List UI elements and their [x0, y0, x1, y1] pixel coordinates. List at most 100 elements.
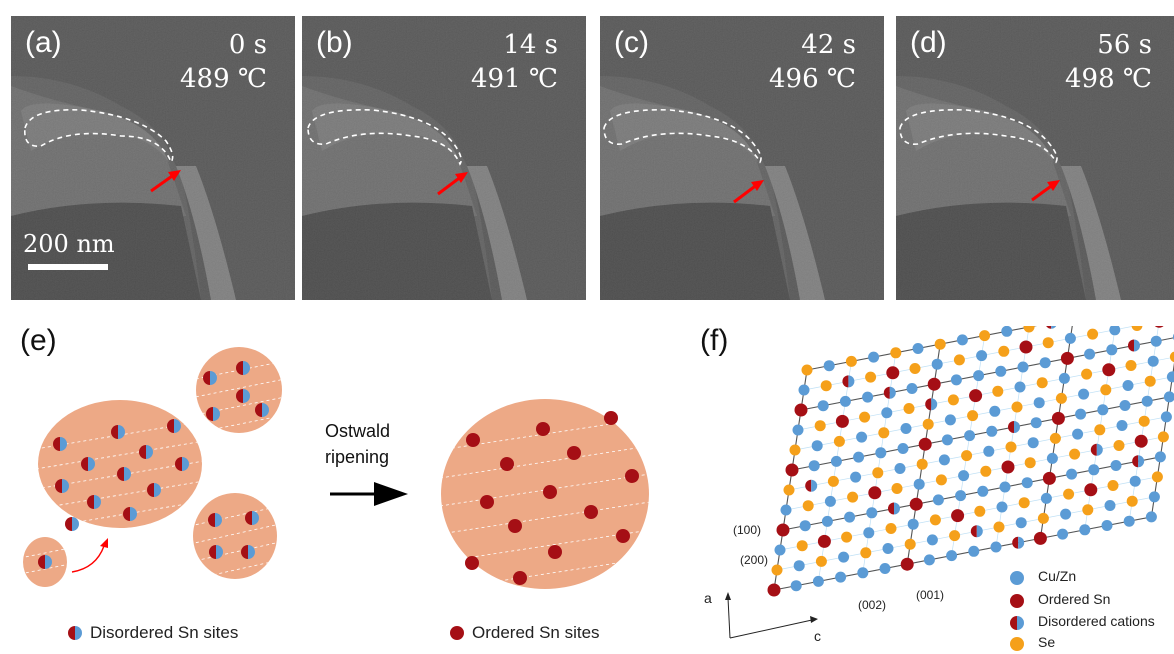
- cu-zn-atom: [830, 455, 842, 467]
- ordered-sn-atom: [900, 557, 914, 571]
- disordered-cation-atom: [1090, 443, 1103, 456]
- cu-zn-atom: [881, 407, 893, 419]
- ordered-sn-atom: [835, 414, 849, 428]
- disordered-cation-icon: [1010, 616, 1024, 630]
- cu-zn-atom: [853, 451, 865, 463]
- se-atom: [1100, 384, 1112, 396]
- cu-zn-atom: [897, 443, 909, 454]
- time-temp-readout: 0 s 489 ℃: [180, 28, 267, 96]
- tem-micrograph: [302, 16, 586, 300]
- cu-zn-atom: [780, 504, 792, 516]
- cu-zn-atom: [1141, 395, 1153, 407]
- cu-zn-atom: [835, 571, 847, 583]
- cu-zn-atom: [999, 481, 1011, 493]
- se-atom: [1055, 392, 1067, 404]
- se-atom: [904, 538, 916, 550]
- cu-zn-atom: [856, 431, 868, 443]
- time-temp-readout: 56 s 498 ℃: [1065, 28, 1152, 96]
- panel-e-label: (e): [20, 324, 57, 357]
- cu-zn-atom: [1106, 344, 1118, 356]
- cu-zn-atom: [1088, 464, 1100, 476]
- ordered-sn-atom: [918, 437, 932, 451]
- cu-zn-atom: [913, 478, 925, 490]
- cu-zn-atom: [1163, 391, 1174, 403]
- se-atom: [845, 355, 857, 367]
- cu-zn-atom: [1040, 492, 1052, 504]
- cu-zn-atom: [1021, 477, 1033, 489]
- cu-zn-atom: [1160, 411, 1172, 423]
- cu-zn-atom: [799, 520, 811, 532]
- cu-zn-atom: [823, 360, 835, 372]
- cu-zn-atom: [817, 400, 829, 412]
- disordered-cation-atom: [925, 398, 938, 411]
- cu-zn-atom: [774, 544, 786, 556]
- se-atom: [1087, 328, 1099, 340]
- ordered-sn-atom: [767, 583, 781, 597]
- cu-zn-atom: [811, 440, 823, 452]
- ordered-sn-atom: [886, 366, 900, 380]
- cu-zn-atom: [1027, 437, 1039, 449]
- cu-zn-atom: [996, 501, 1008, 513]
- se-atom: [1138, 415, 1150, 427]
- disordered-cation-atom: [1132, 455, 1145, 468]
- ordered-sn-atom: [1154, 326, 1164, 328]
- se-atom: [992, 385, 1004, 397]
- disordered-cation-atom: [842, 375, 855, 388]
- cu-zn-atom: [983, 445, 995, 457]
- se-atom: [916, 458, 928, 470]
- se-atom: [891, 483, 903, 494]
- ordered-sn-atom: [1001, 460, 1015, 474]
- cu-zn-atom: [879, 563, 891, 574]
- tem-micrograph: [11, 16, 295, 300]
- panel-f-label: (f): [700, 324, 729, 357]
- cu-zn-atom: [875, 447, 887, 459]
- disordered-sn-icon: [68, 626, 82, 640]
- se-atom: [934, 338, 946, 350]
- cu-zn-atom: [1017, 361, 1029, 373]
- cu-zn-atom: [931, 358, 943, 370]
- se-atom: [922, 418, 934, 430]
- se-atom: [872, 467, 884, 479]
- ordered-sn-atom: [1102, 363, 1116, 377]
- temperature-value: 489 ℃: [180, 64, 267, 94]
- cu-zn-atom: [1154, 451, 1166, 463]
- se-atom: [1125, 360, 1137, 371]
- se-atom: [1042, 337, 1054, 349]
- se-atom: [961, 450, 973, 462]
- cu-zn-atom: [1064, 332, 1076, 344]
- se-atom: [841, 531, 853, 543]
- tem-panel-b: (b) 14 s 491 ℃: [302, 16, 586, 300]
- cu-zn-atom: [821, 515, 833, 527]
- cu-zn-atom: [1145, 511, 1157, 523]
- disordered-particle-large: [38, 400, 202, 531]
- se-atom: [802, 500, 814, 512]
- time-value: 14 s: [503, 30, 558, 60]
- se-icon: [1010, 637, 1024, 651]
- cu-zn-atom: [968, 545, 980, 557]
- se-atom: [1094, 424, 1106, 436]
- cu-zn-atom: [882, 543, 894, 554]
- ostwald-ripening-schematic: [23, 347, 649, 589]
- ordered-sn-atom: [1042, 471, 1056, 485]
- cu-zn-atom: [973, 370, 985, 382]
- se-atom: [1126, 495, 1138, 507]
- process-label-line2: ripening: [325, 447, 390, 467]
- se-atom: [935, 474, 947, 486]
- tem-panel-a: (a) 0 s 489 ℃ 200 nm: [11, 16, 295, 300]
- se-atom: [1082, 504, 1094, 516]
- se-atom: [771, 564, 783, 576]
- tem-micrograph: [600, 16, 884, 300]
- cu-zn-atom: [1079, 524, 1091, 536]
- cu-zn-atom: [986, 425, 998, 437]
- cu-zn-atom: [990, 541, 1002, 553]
- legend-label: Se: [1038, 634, 1056, 650]
- se-atom: [1081, 368, 1093, 380]
- cu-zn-atom: [866, 507, 878, 519]
- cu-zn-atom: [824, 495, 836, 507]
- legend-ordered-sn: Ordered Sn sites: [472, 623, 600, 642]
- time-value: 56 s: [1097, 30, 1152, 60]
- cu-zn-atom: [1046, 452, 1058, 464]
- cu-zn-atom: [1148, 491, 1160, 503]
- ordered-sn-atom: [794, 403, 808, 417]
- se-atom: [953, 354, 965, 366]
